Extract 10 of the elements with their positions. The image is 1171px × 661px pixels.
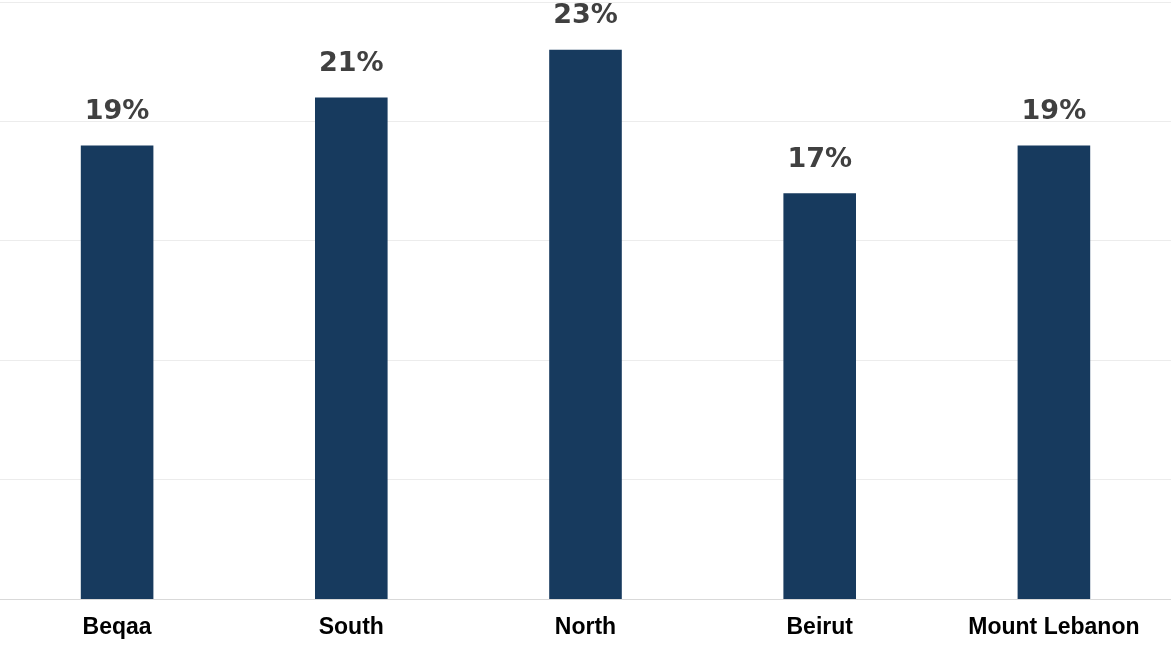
- data-label: 21%: [318, 46, 384, 78]
- x-tick-label: South: [318, 612, 384, 639]
- x-tick-label: Beirut: [786, 612, 854, 639]
- x-tick-label: Mount Lebanon: [968, 612, 1140, 639]
- x-tick-label: Beqaa: [82, 612, 152, 639]
- x-tick-label: North: [554, 612, 617, 639]
- data-label: 19%: [1021, 93, 1087, 125]
- data-label: 23%: [553, 0, 618, 30]
- data-label: 17%: [787, 141, 853, 173]
- data-label: 19%: [84, 93, 150, 125]
